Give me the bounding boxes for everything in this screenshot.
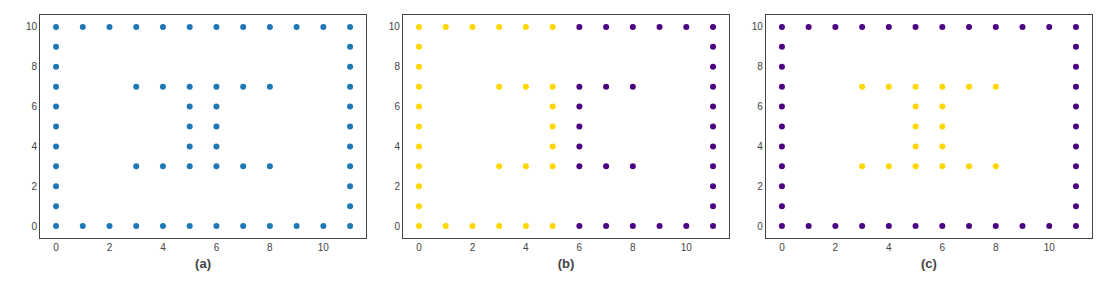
- svg-text:10: 10: [26, 21, 38, 32]
- svg-text:2: 2: [394, 181, 400, 192]
- svg-text:0: 0: [394, 221, 400, 232]
- svg-text:(a): (a): [195, 256, 211, 271]
- svg-text:8: 8: [31, 61, 37, 72]
- svg-text:4: 4: [757, 141, 763, 152]
- svg-text:4: 4: [160, 242, 166, 253]
- svg-text:10: 10: [389, 21, 401, 32]
- svg-text:10: 10: [681, 242, 693, 253]
- svg-text:2: 2: [107, 242, 113, 253]
- svg-text:4: 4: [523, 242, 529, 253]
- svg-text:4: 4: [886, 242, 892, 253]
- svg-text:8: 8: [394, 61, 400, 72]
- svg-text:6: 6: [214, 242, 220, 253]
- svg-text:0: 0: [53, 242, 59, 253]
- svg-text:10: 10: [1044, 242, 1056, 253]
- svg-text:4: 4: [394, 141, 400, 152]
- svg-text:8: 8: [630, 242, 636, 253]
- svg-text:4: 4: [31, 141, 37, 152]
- svg-text:6: 6: [757, 101, 763, 112]
- svg-text:10: 10: [318, 242, 330, 253]
- svg-text:0: 0: [779, 242, 785, 253]
- svg-text:2: 2: [833, 242, 839, 253]
- svg-text:2: 2: [757, 181, 763, 192]
- svg-text:0: 0: [757, 221, 763, 232]
- svg-text:2: 2: [470, 242, 476, 253]
- svg-text:6: 6: [940, 242, 946, 253]
- svg-text:(b): (b): [558, 256, 575, 271]
- svg-text:6: 6: [394, 101, 400, 112]
- svg-text:0: 0: [31, 221, 37, 232]
- svg-text:(c): (c): [921, 256, 937, 271]
- svg-text:0: 0: [416, 242, 422, 253]
- svg-text:8: 8: [757, 61, 763, 72]
- svg-text:6: 6: [577, 242, 583, 253]
- svg-text:8: 8: [267, 242, 273, 253]
- svg-text:10: 10: [752, 21, 764, 32]
- svg-text:6: 6: [31, 101, 37, 112]
- svg-text:8: 8: [993, 242, 999, 253]
- svg-text:2: 2: [31, 181, 37, 192]
